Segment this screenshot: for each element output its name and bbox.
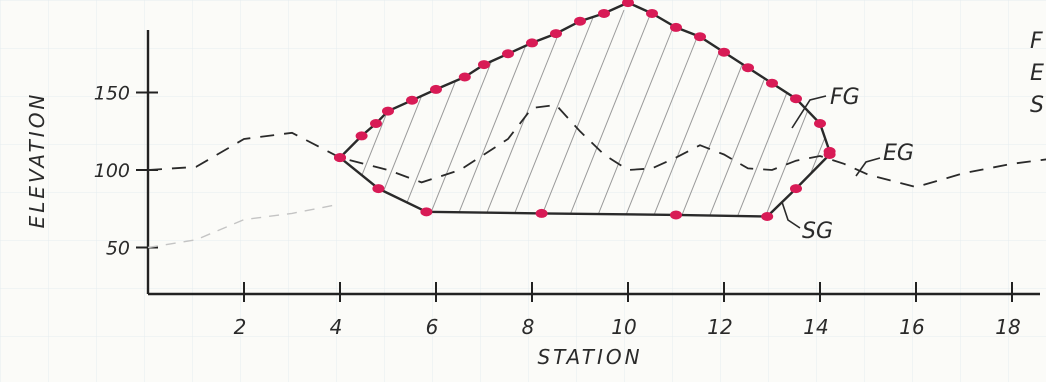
fg-data-point bbox=[694, 32, 706, 42]
hatch-line bbox=[551, 9, 653, 217]
survey-points bbox=[334, 0, 836, 221]
axes bbox=[136, 30, 1040, 302]
hatch-line bbox=[579, 9, 681, 217]
hatch-line bbox=[523, 9, 625, 217]
fg-data-point bbox=[670, 22, 682, 32]
fg-data-point bbox=[478, 60, 490, 70]
x-tick-label: 14 bbox=[803, 315, 828, 339]
sg-data-point bbox=[670, 210, 682, 220]
fg-data-point bbox=[622, 0, 634, 8]
fg-data-point bbox=[355, 131, 368, 141]
fg-label: FG bbox=[830, 85, 860, 110]
x-axis-label: STATION bbox=[537, 345, 642, 369]
fg-data-point bbox=[790, 94, 802, 104]
x-tick-label: 12 bbox=[707, 315, 732, 339]
hatch-line bbox=[607, 9, 709, 217]
hatch-line bbox=[439, 9, 541, 217]
faint-dashed-line bbox=[147, 203, 341, 249]
x-tick-label: 2 bbox=[234, 315, 247, 339]
fg-data-point bbox=[382, 106, 394, 116]
legend-partial-e: E bbox=[1030, 61, 1044, 86]
x-tick-label: 4 bbox=[330, 315, 343, 339]
x-tick-label: 10 bbox=[611, 315, 636, 339]
fg-data-point bbox=[502, 49, 514, 59]
fg-data-point bbox=[766, 78, 778, 88]
fg-data-point bbox=[430, 84, 442, 94]
sg-data-point bbox=[823, 150, 836, 159]
fg-data-point bbox=[526, 38, 538, 48]
y-tick-label: 50 bbox=[106, 238, 130, 260]
fg-data-point bbox=[814, 119, 826, 128]
fg-data-point bbox=[458, 72, 471, 82]
eg-label: EG bbox=[883, 141, 914, 166]
fg-data-point bbox=[370, 119, 382, 128]
eg-existing-grade-line bbox=[147, 103, 1046, 189]
fg-data-point bbox=[646, 8, 658, 18]
y-tick-label: 150 bbox=[94, 83, 130, 105]
sg-data-point bbox=[535, 208, 548, 218]
x-tick-label: 16 bbox=[899, 315, 924, 339]
x-tick-label: 18 bbox=[995, 315, 1020, 339]
sg-data-point bbox=[790, 184, 802, 194]
y-tick-label: 100 bbox=[94, 160, 130, 182]
sg-data-point bbox=[372, 184, 385, 194]
legend-partial-f: F bbox=[1030, 29, 1043, 54]
x-tick-label: 6 bbox=[426, 315, 439, 339]
eg-leader-line bbox=[855, 157, 881, 177]
fg-data-point bbox=[574, 16, 586, 26]
fg-data-point bbox=[718, 47, 730, 57]
fg-leader-line bbox=[791, 95, 827, 129]
fg-data-point bbox=[598, 8, 610, 18]
fg-data-point bbox=[406, 95, 418, 105]
fg-data-point bbox=[550, 29, 562, 39]
sg-label: SG bbox=[802, 219, 833, 244]
hatch-line bbox=[747, 9, 830, 217]
sg-data-point bbox=[761, 212, 774, 221]
sg-data-point bbox=[334, 153, 346, 163]
tick-labels: 2 4 6 8 10 12 14 16 18 50 100 150 bbox=[94, 83, 1021, 340]
hatch-line bbox=[467, 9, 569, 217]
y-axis-label: ELEVATION bbox=[25, 92, 49, 229]
legend-partial-s: S bbox=[1030, 93, 1044, 118]
sg-data-point bbox=[420, 207, 433, 217]
hatch-line bbox=[495, 9, 597, 217]
sg-subgrade-line bbox=[339, 153, 831, 218]
fg-data-point bbox=[742, 63, 754, 73]
x-tick-label: 8 bbox=[522, 315, 535, 339]
sg-leader-line bbox=[781, 201, 801, 229]
